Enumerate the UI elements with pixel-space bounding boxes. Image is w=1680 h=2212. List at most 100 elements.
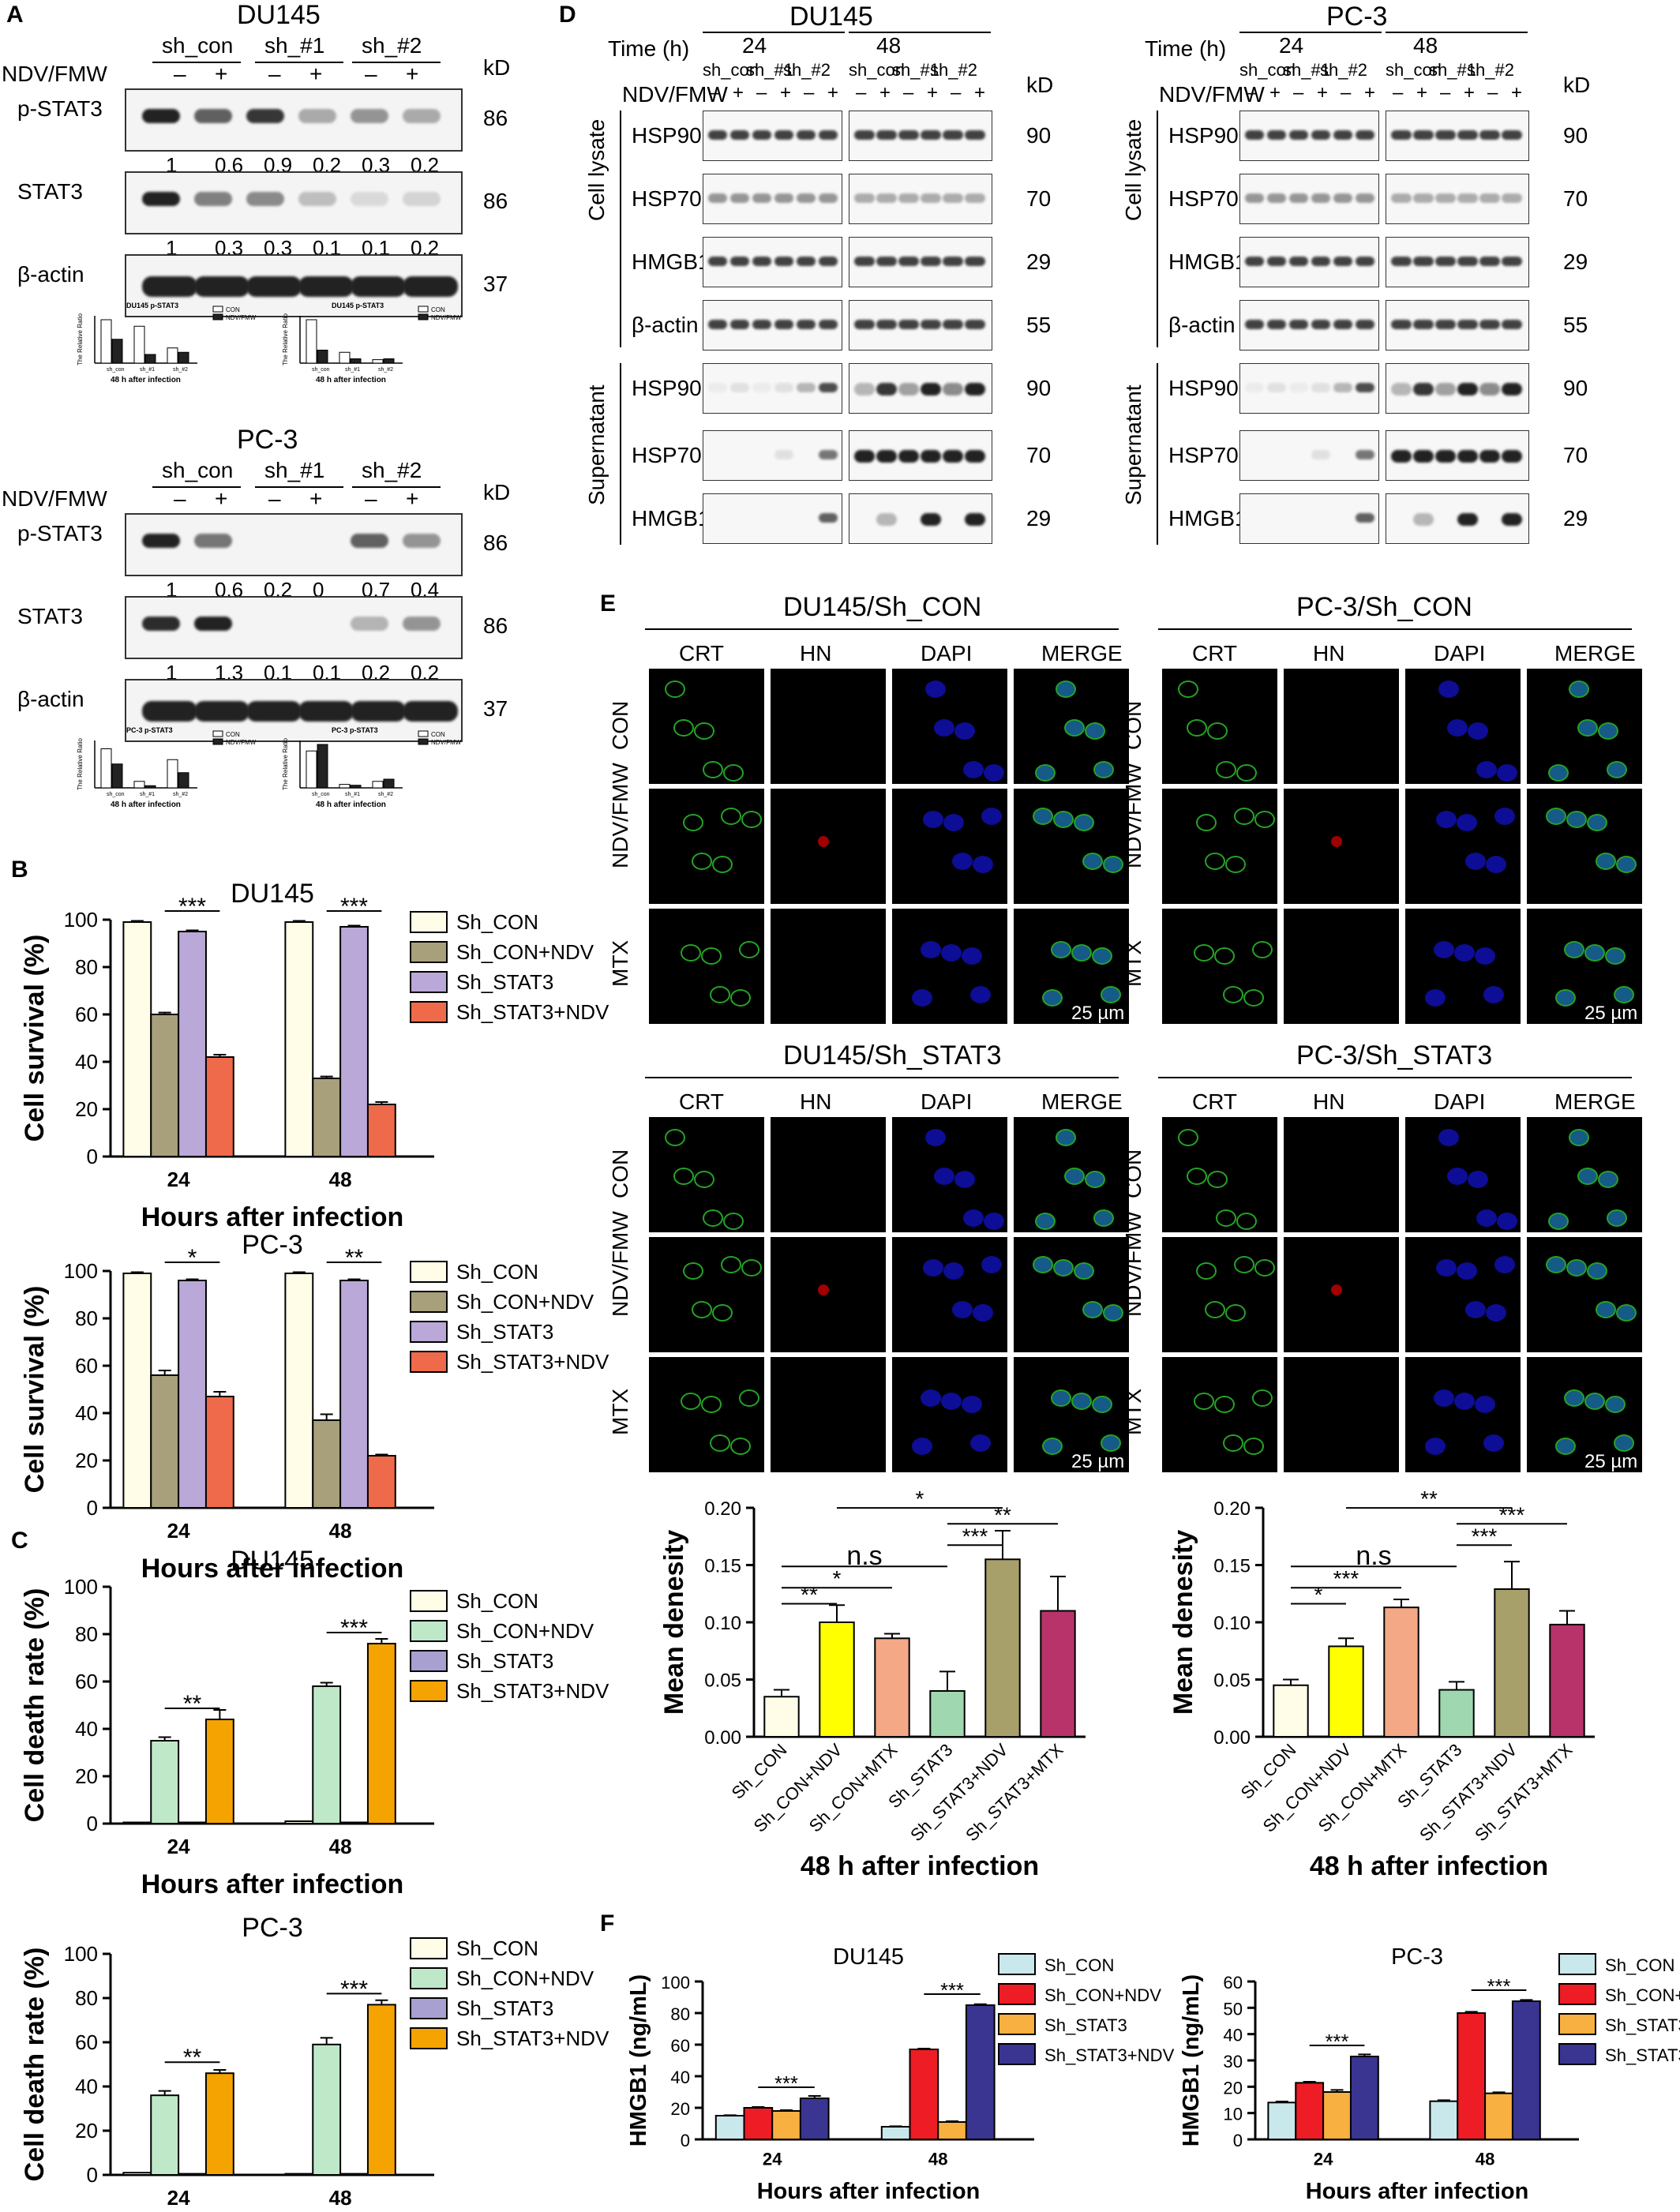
legend-label: Sh_STAT3+NDV — [456, 1000, 609, 1024]
a-pc3-band — [194, 701, 249, 722]
e-cell — [1033, 1256, 1053, 1273]
y-tick-label: 80 — [75, 1986, 98, 2010]
bar — [366, 2004, 396, 2176]
x-tick-label: 48 — [928, 2149, 948, 2169]
e-image — [771, 1357, 886, 1472]
x-axis-label: 48 h after infection — [1310, 1851, 1548, 1881]
mini-bar — [350, 785, 362, 789]
d-du145-blot-strip — [849, 237, 992, 287]
y-tick-label: 0.20 — [704, 1498, 741, 1520]
d-du145-row-label: HSP90 — [632, 376, 702, 400]
mini-x-caption: 48 h after infection — [111, 800, 181, 809]
d-pc3-treat-label: NDV/FMW — [1159, 82, 1265, 107]
a-du145-row-label: STAT3 — [17, 179, 83, 204]
d-pc3-sign: – — [1341, 82, 1352, 103]
legend-swatch — [410, 1261, 448, 1283]
d-pc3-band — [1311, 193, 1330, 203]
d-pc3-row-kd: 55 — [1563, 313, 1588, 337]
y-tick-label: 20 — [75, 1097, 98, 1121]
a-du145-group-underline — [152, 62, 241, 63]
mini-x-tick: sh_#1 — [140, 367, 155, 373]
e-cell — [923, 811, 943, 828]
bar — [937, 2121, 967, 2140]
legend-label: Sh_CON+NDV — [456, 1966, 594, 1990]
d-pc3-time-48: 48 — [1413, 33, 1438, 58]
e-cell — [925, 680, 946, 698]
sig-label: * — [833, 1566, 842, 1591]
e-cell — [701, 1396, 722, 1413]
d-du145-band — [752, 257, 771, 266]
d-pc3-band — [1479, 383, 1500, 396]
e-block-title: DU145/Sh_STAT3 — [783, 1040, 1002, 1070]
a-pc3-band — [351, 617, 388, 631]
d-du145-row-kd: 70 — [1026, 443, 1052, 467]
panel-label-e: E — [600, 590, 617, 617]
a-du145-group-label: sh_#2 — [362, 33, 422, 58]
e-cell — [1082, 1301, 1103, 1318]
e-cell — [673, 719, 694, 737]
d-du145-band — [819, 257, 838, 266]
legend-swatch — [410, 1937, 448, 1959]
bar — [1267, 2101, 1297, 2140]
legend-swatch — [998, 2043, 1036, 2065]
d-pc3-blot-strip — [1386, 111, 1529, 161]
e-cell — [703, 1209, 723, 1227]
a-pc3-ratio: 1 — [166, 578, 178, 602]
d-pc3-band — [1391, 383, 1412, 396]
sig-label: *** — [1472, 1524, 1498, 1548]
mini-legend-swatch — [212, 730, 223, 737]
sig-label: *** — [774, 2073, 798, 2095]
e-cell — [681, 944, 701, 962]
a-pc3-treat-label: NDV/FMW — [2, 486, 107, 511]
legend-swatch — [410, 971, 448, 993]
bar — [150, 1374, 180, 1509]
d-pc3-band — [1289, 257, 1308, 266]
legend-swatch — [410, 911, 448, 933]
e-cell — [962, 947, 982, 965]
d-pc3-band — [1245, 320, 1264, 329]
e-image — [1284, 669, 1399, 784]
e-col-label: DAPI — [921, 1089, 973, 1114]
e-image — [1014, 909, 1129, 1024]
bar — [984, 1558, 1021, 1738]
bar — [339, 1821, 369, 1824]
e-cell — [934, 719, 954, 737]
e-cell — [1596, 1301, 1616, 1318]
mini-legend-swatch — [212, 306, 223, 313]
a-pc3-band — [194, 534, 232, 548]
e-cell — [1548, 764, 1569, 782]
d-pc3-sign: + — [1464, 82, 1476, 103]
e-col-label: DAPI — [1434, 1089, 1486, 1114]
bar — [122, 921, 152, 1157]
e-cell — [1252, 1389, 1273, 1407]
y-axis-label: Mean denesity — [659, 1530, 689, 1715]
d-du145-band — [774, 320, 793, 329]
e-image — [771, 669, 886, 784]
bar — [204, 1396, 234, 1509]
legend-swatch — [998, 1983, 1036, 2005]
d-du145-band — [876, 257, 897, 266]
a-pc3-row-kd: 86 — [483, 531, 508, 555]
y-tick-label: 10 — [1223, 2105, 1243, 2124]
legend-label: Sh_STAT3+I — [1605, 2045, 1680, 2065]
e-cell — [712, 856, 733, 873]
sig-label: ** — [345, 1245, 364, 1271]
bar — [771, 2110, 801, 2140]
d-pc3-time-line — [1239, 32, 1382, 33]
d-pc3-band — [1333, 193, 1352, 203]
bar — [1429, 2100, 1459, 2141]
d-du145-band — [876, 513, 897, 526]
bar — [122, 1821, 152, 1824]
y-tick-label: 100 — [64, 1259, 98, 1283]
d-pc3-band — [1502, 383, 1522, 396]
e-cell — [1598, 1171, 1618, 1188]
mini-chart-title: PC-3 p-STAT3 — [332, 726, 378, 734]
legend-label: Sh_STAT3+NDV — [456, 1679, 609, 1703]
a-du145-ratio: 1 — [166, 236, 178, 260]
e-col-label: HN — [1313, 641, 1345, 665]
e-cell — [1447, 719, 1468, 737]
x-tick-label: 48 — [329, 1835, 352, 1858]
a-pc3-sign: – — [268, 486, 281, 511]
e-cell — [1569, 680, 1589, 698]
a-du145-blot-strip — [125, 171, 463, 234]
